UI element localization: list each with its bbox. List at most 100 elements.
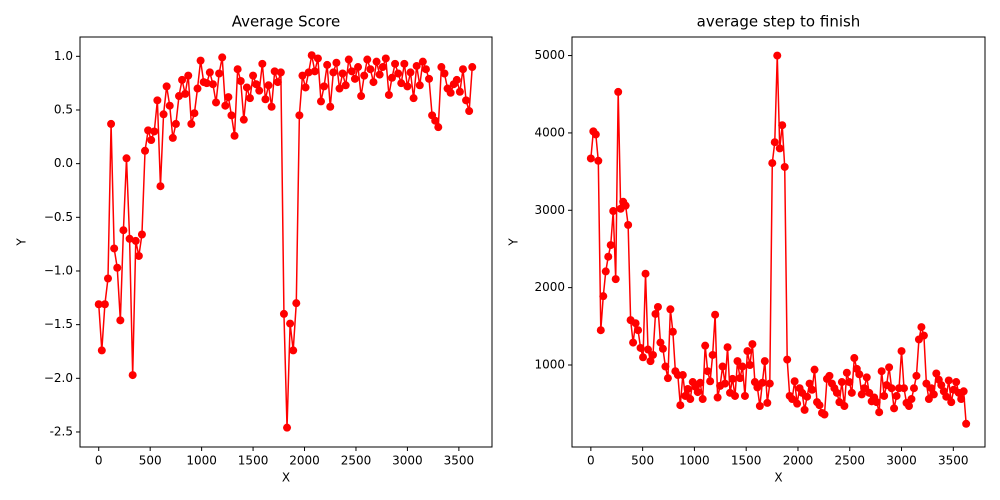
data-point (335, 84, 344, 93)
data-point (845, 378, 854, 387)
data-point (97, 346, 106, 355)
y-tick-label: 3000 (534, 203, 565, 217)
data-point (842, 368, 851, 377)
data-point (800, 405, 809, 414)
data-point (668, 327, 677, 336)
data-point (599, 292, 608, 301)
data-point (840, 402, 849, 410)
x-tick-label: 1000 (679, 454, 710, 468)
x-axis-label: X (774, 471, 782, 485)
data-point (403, 82, 412, 91)
data-point (596, 326, 605, 335)
data-point (624, 220, 633, 229)
data-point (261, 95, 270, 104)
data-point (215, 69, 224, 78)
data-point (900, 384, 909, 393)
data-point (144, 126, 153, 135)
data-point (239, 115, 248, 124)
y-tick-label: 5000 (534, 48, 565, 62)
data-point (748, 340, 757, 349)
data-point (193, 84, 202, 93)
data-point (703, 367, 712, 376)
data-point (320, 82, 329, 91)
data-point (168, 133, 177, 142)
data-point (621, 201, 630, 210)
data-point (465, 107, 474, 116)
data-point (267, 102, 276, 111)
data-point (292, 299, 301, 308)
data-point (706, 377, 715, 386)
data-point (122, 154, 131, 163)
data-point (391, 59, 400, 68)
data-point (644, 345, 653, 354)
data-point (378, 63, 387, 72)
data-point (765, 379, 774, 388)
data-point (347, 67, 356, 76)
data-point (872, 398, 881, 407)
data-point (825, 371, 834, 380)
subplot: average step to finish X Y 0 500 1000 1500 2000… (507, 13, 986, 485)
data-point (273, 78, 282, 87)
data-point (805, 379, 814, 388)
data-point (418, 57, 427, 66)
data-point (763, 398, 772, 407)
data-point (425, 74, 434, 83)
data-point (276, 68, 285, 77)
data-point (171, 119, 180, 128)
x-tick-label: 2500 (834, 454, 865, 468)
data-point (212, 98, 221, 107)
data-point (270, 67, 279, 76)
data-point (601, 267, 610, 276)
data-point (919, 331, 928, 340)
y-axis-label: Y (507, 238, 521, 247)
data-point (313, 54, 322, 63)
data-point (440, 69, 449, 78)
data-point (678, 371, 687, 380)
data-point (125, 234, 134, 243)
data-point (683, 384, 692, 393)
data-point (153, 96, 162, 105)
data-point (434, 123, 443, 132)
data-point (366, 65, 375, 74)
data-point (452, 75, 461, 84)
data-point (735, 374, 744, 383)
data-point (639, 353, 648, 362)
data-point (242, 83, 251, 92)
data-point (604, 252, 613, 261)
data-point (917, 323, 926, 332)
x-tick-label: 2000 (783, 454, 814, 468)
data-point (760, 357, 769, 366)
data-point (245, 94, 254, 103)
data-point (119, 226, 128, 235)
data-point (150, 127, 159, 136)
data-point (803, 392, 812, 401)
data-point (773, 51, 782, 60)
data-point (728, 374, 737, 383)
data-point (701, 341, 710, 350)
data-point (790, 377, 799, 386)
data-point (855, 370, 864, 379)
data-point (326, 102, 335, 111)
data-point (137, 230, 146, 239)
data-point (458, 65, 467, 74)
data-point (205, 68, 214, 77)
data-point (190, 109, 199, 118)
x-tick-label: 0 (95, 454, 103, 468)
data-point (666, 305, 675, 314)
data-point (384, 90, 393, 99)
data-point (468, 63, 477, 72)
data-point (944, 376, 953, 385)
data-point (885, 363, 894, 372)
y-tick-label: 1000 (534, 358, 565, 372)
subplot: Average Score X Y 0 500 1000 1500 2000 2500 3000 3… (15, 13, 493, 485)
data-point (904, 402, 913, 410)
data-point (400, 59, 409, 68)
data-point (357, 92, 366, 101)
data-point (107, 119, 116, 128)
data-point (301, 83, 310, 92)
data-point (341, 81, 350, 90)
data-point (721, 379, 730, 388)
data-point (187, 119, 196, 128)
data-point (394, 69, 403, 78)
